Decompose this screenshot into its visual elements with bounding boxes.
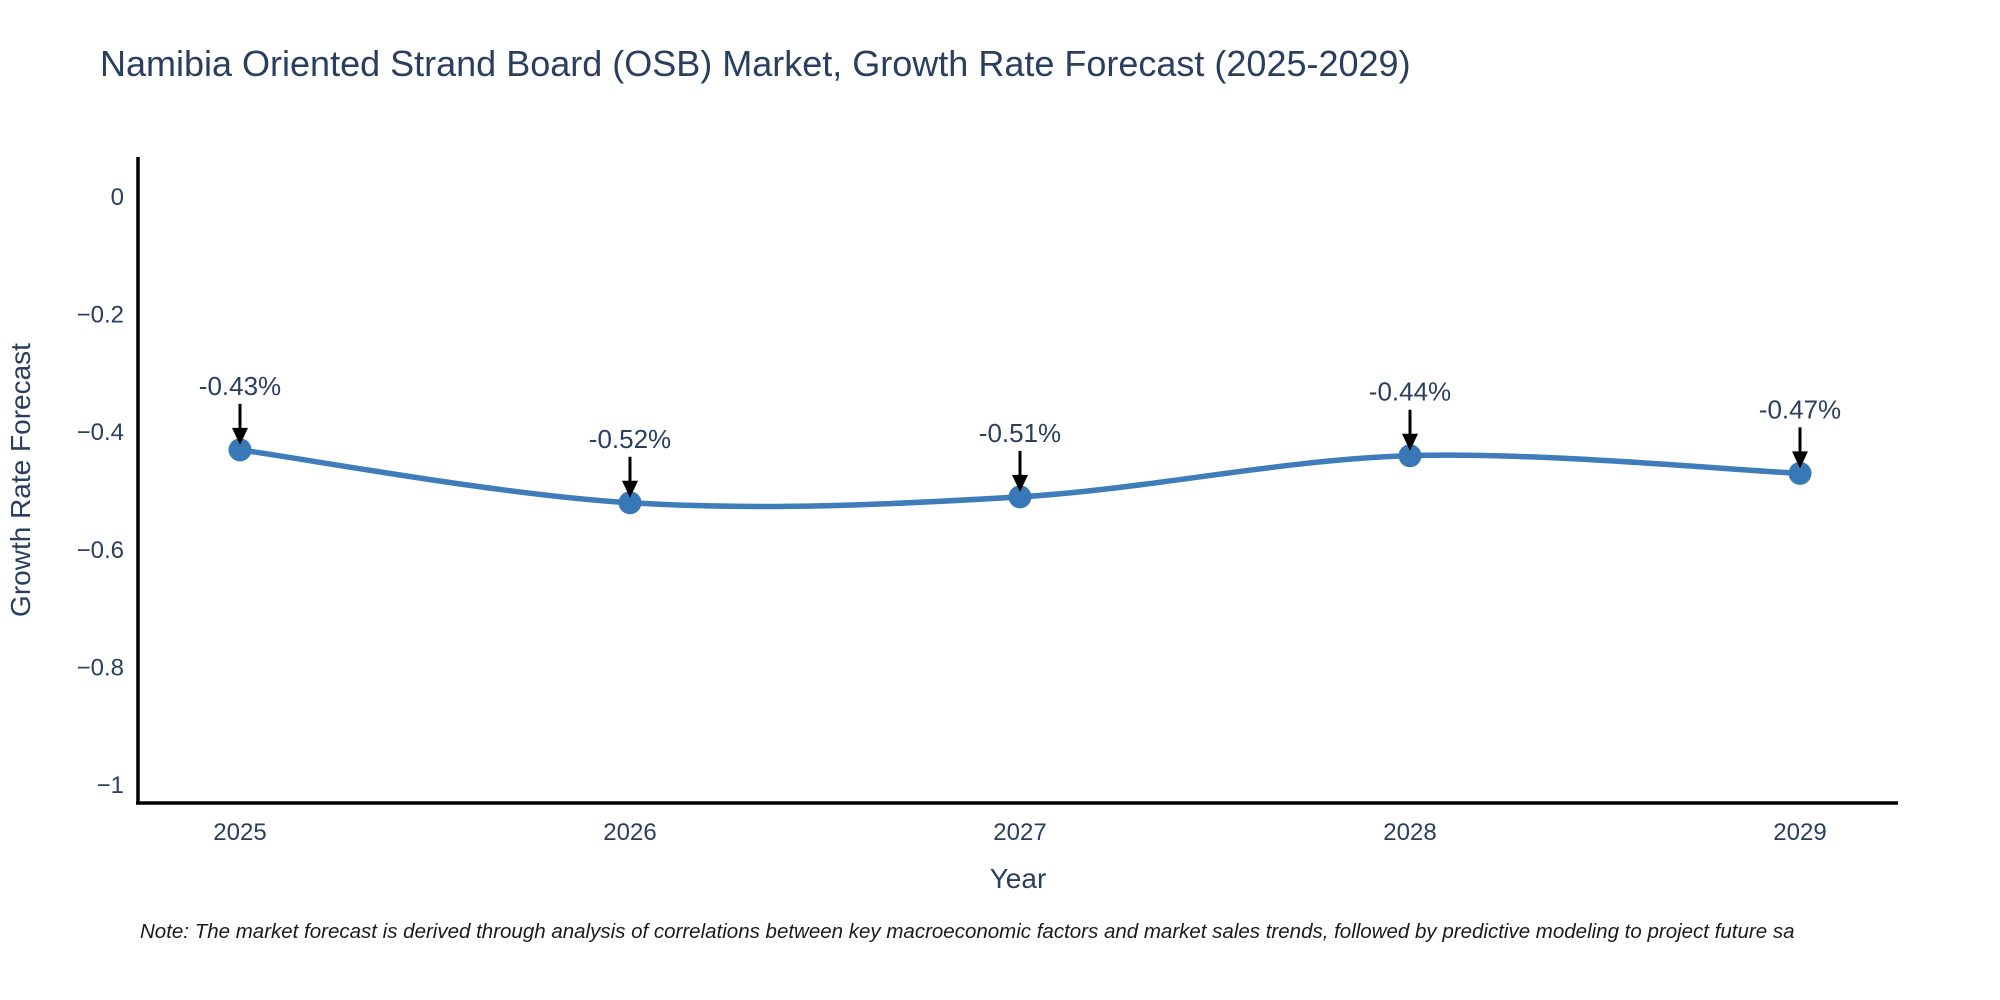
point-annotation-label: -0.44% xyxy=(1369,377,1451,407)
x-tick-label: 2027 xyxy=(993,819,1046,846)
y-tick-label: −0.8 xyxy=(77,654,124,681)
annotation-arrowhead xyxy=(232,427,248,445)
chart-title: Namibia Oriented Strand Board (OSB) Mark… xyxy=(100,43,1411,84)
annotation-arrowhead xyxy=(1792,451,1808,469)
x-axis-tick-labels: 2025 2026 2027 2028 2029 xyxy=(213,819,1826,846)
y-axis-title: Growth Rate Forecast xyxy=(5,343,36,617)
point-annotation-label: -0.52% xyxy=(589,424,671,454)
x-tick-label: 2029 xyxy=(1773,819,1826,846)
y-tick-label: −0.4 xyxy=(77,419,124,446)
y-axis-tick-labels: 0 −0.2 −0.4 −0.6 −0.8 −1 xyxy=(77,184,124,799)
data-point-marker xyxy=(1788,461,1812,485)
data-point-marker xyxy=(228,438,252,462)
point-annotation-label: -0.47% xyxy=(1759,394,1841,424)
annotation-arrowhead xyxy=(1402,433,1418,451)
annotation-arrowhead xyxy=(622,480,638,498)
y-tick-label: 0 xyxy=(111,184,124,211)
point-annotations-group: -0.43% -0.52% -0.51% -0.44% -0.47% xyxy=(199,371,1841,498)
series-group xyxy=(228,438,1812,515)
x-tick-label: 2026 xyxy=(603,819,656,846)
x-tick-label: 2028 xyxy=(1383,819,1436,846)
data-point-marker xyxy=(618,491,642,515)
point-annotation-label: -0.51% xyxy=(979,418,1061,448)
annotation-arrowhead xyxy=(1012,474,1028,492)
y-tick-label: −1 xyxy=(97,772,124,799)
y-tick-label: −0.2 xyxy=(77,302,124,329)
y-tick-label: −0.6 xyxy=(77,537,124,564)
x-axis-title: Year xyxy=(990,863,1047,894)
point-annotation-label: -0.43% xyxy=(199,371,281,401)
x-tick-label: 2025 xyxy=(213,819,266,846)
data-point-marker xyxy=(1008,485,1032,509)
footnote: Note: The market forecast is derived thr… xyxy=(140,920,1794,943)
data-point-marker xyxy=(1398,444,1422,468)
